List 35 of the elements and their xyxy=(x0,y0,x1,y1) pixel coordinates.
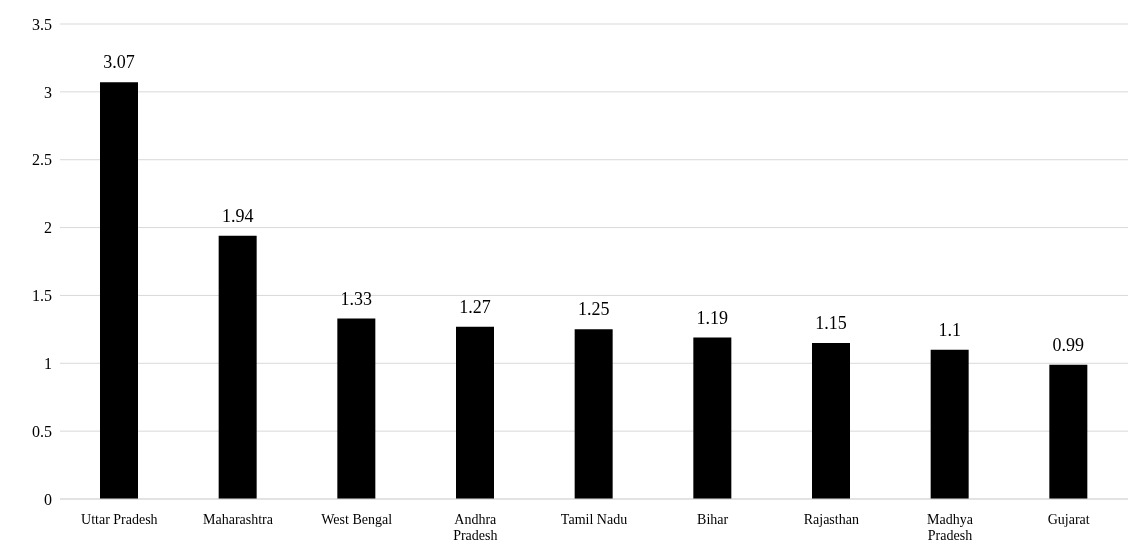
bar xyxy=(574,329,613,499)
x-tick-label: Maharashtra xyxy=(203,511,274,527)
x-tick-label: Bihar xyxy=(697,511,729,527)
bar xyxy=(456,326,494,499)
bar xyxy=(1049,364,1088,499)
data-label: 1.1 xyxy=(938,319,961,340)
x-tick-label: Gujarat xyxy=(1047,511,1090,527)
y-tick-label: 0 xyxy=(44,490,52,508)
data-label: 0.99 xyxy=(1052,334,1085,355)
x-tick-label: Uttar Pradesh xyxy=(81,511,158,527)
y-tick-label: 0.5 xyxy=(32,422,52,440)
bar xyxy=(218,235,257,499)
y-tick-label: 1.5 xyxy=(32,287,52,305)
y-tick-label: 2.5 xyxy=(32,151,52,169)
x-tick-label: Tamil Nadu xyxy=(560,511,628,527)
data-label: 3.07 xyxy=(103,52,135,73)
bar xyxy=(100,82,138,499)
data-label: 1.15 xyxy=(815,312,847,333)
x-tick-label: West Bengal xyxy=(321,511,393,527)
x-tick-label: Rajasthan xyxy=(803,511,859,527)
data-label: 1.25 xyxy=(577,299,610,320)
x-tick-label: Madhya Pradesh xyxy=(927,511,974,543)
y-tick-label: 3 xyxy=(44,83,52,101)
bar xyxy=(930,349,969,499)
x-tick-label: Andhra Pradesh xyxy=(453,511,498,543)
bar xyxy=(812,342,850,499)
bar xyxy=(337,318,376,499)
y-tick-label: 2 xyxy=(44,219,52,237)
data-label: 1.33 xyxy=(340,288,373,309)
bar xyxy=(693,337,732,499)
data-label: 1.27 xyxy=(459,296,491,317)
data-label: 1.94 xyxy=(221,205,254,226)
y-tick-label: 1 xyxy=(44,354,52,372)
data-label: 1.19 xyxy=(696,307,729,328)
y-tick-label: 3.5 xyxy=(32,15,52,33)
